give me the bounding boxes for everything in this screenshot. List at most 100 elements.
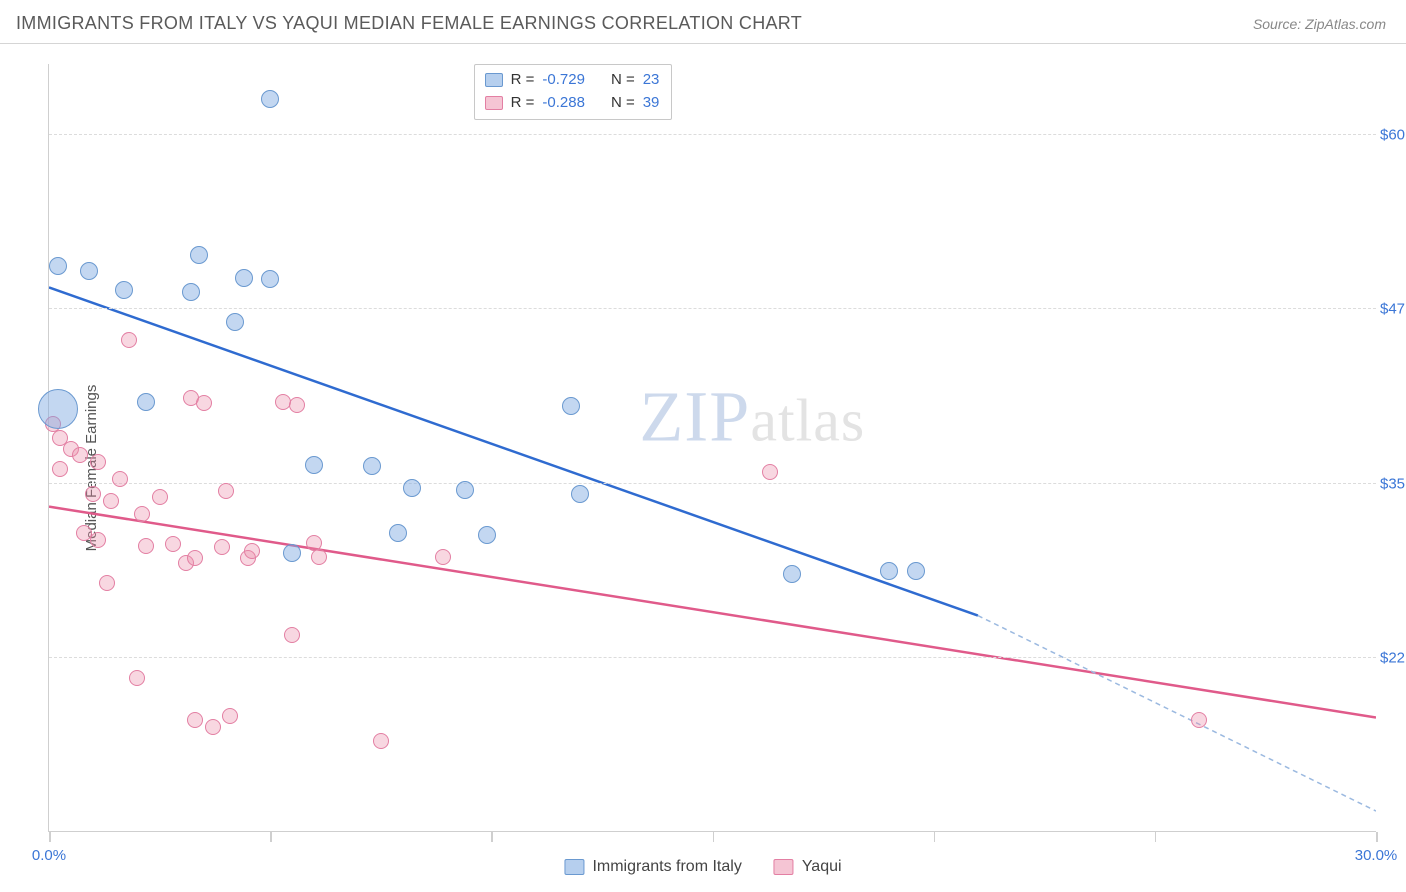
trend-lines [49, 64, 1376, 832]
data-point-blue [137, 393, 155, 411]
stats-row-blue: R = -0.729 N = 23 [485, 69, 660, 92]
data-point-blue [38, 389, 78, 429]
x-tick [1155, 832, 1157, 842]
data-point-pink [284, 627, 300, 643]
data-point-pink [222, 708, 238, 724]
swatch-pink [485, 96, 503, 110]
data-point-blue [907, 562, 925, 580]
stats-row-pink: R = -0.288 N = 39 [485, 92, 660, 115]
r-value-blue: -0.729 [542, 69, 585, 92]
legend-label-blue: Immigrants from Italy [592, 858, 741, 876]
x-tick [1376, 832, 1378, 842]
data-point-pink [121, 332, 137, 348]
data-point-blue [261, 90, 279, 108]
data-point-pink [218, 483, 234, 499]
watermark: ZIPatlas [639, 376, 865, 459]
data-point-pink [435, 549, 451, 565]
data-point-pink [762, 464, 778, 480]
data-point-pink [112, 471, 128, 487]
data-point-pink [103, 493, 119, 509]
data-point-pink [311, 549, 327, 565]
y-tick-label: $22,500 [1380, 650, 1406, 667]
x-tick [270, 832, 272, 842]
data-point-pink [90, 532, 106, 548]
data-point-pink [187, 712, 203, 728]
data-point-pink [52, 461, 68, 477]
x-tick-label: 0.0% [32, 847, 66, 864]
data-point-blue [478, 526, 496, 544]
chart-area: Median Female Earnings ZIPatlas R = -0.7… [0, 44, 1406, 892]
data-point-blue [283, 544, 301, 562]
y-tick-label: $47,500 [1380, 301, 1406, 318]
chart-title: IMMIGRANTS FROM ITALY VS YAQUI MEDIAN FE… [16, 13, 802, 34]
x-tick [49, 832, 51, 842]
data-point-pink [85, 486, 101, 502]
data-point-blue [783, 565, 801, 583]
watermark-rest: atlas [750, 388, 865, 454]
source-attribution: Source: ZipAtlas.com [1253, 16, 1386, 32]
data-point-pink [90, 454, 106, 470]
data-point-pink [214, 539, 230, 555]
x-tick [713, 832, 715, 842]
data-point-pink [244, 543, 260, 559]
data-point-blue [235, 269, 253, 287]
data-point-blue [571, 485, 589, 503]
y-tick-label: $60,000 [1380, 126, 1406, 143]
data-point-blue [456, 481, 474, 499]
swatch-blue [564, 859, 584, 875]
chart-header: IMMIGRANTS FROM ITALY VS YAQUI MEDIAN FE… [0, 0, 1406, 44]
data-point-blue [389, 524, 407, 542]
watermark-zip: ZIP [639, 377, 750, 457]
swatch-blue [485, 73, 503, 87]
data-point-blue [880, 562, 898, 580]
swatch-pink [774, 859, 794, 875]
data-point-pink [205, 719, 221, 735]
data-point-pink [187, 550, 203, 566]
data-point-blue [226, 313, 244, 331]
data-point-blue [562, 397, 580, 415]
gridline: $60,000 [49, 134, 1376, 135]
data-point-blue [190, 246, 208, 264]
gridline: $22,500 [49, 657, 1376, 658]
data-point-pink [152, 489, 168, 505]
source-name: ZipAtlas.com [1305, 16, 1386, 32]
data-point-pink [138, 538, 154, 554]
r-label: R = [511, 92, 535, 115]
legend-item-pink: Yaqui [774, 858, 842, 876]
legend-item-blue: Immigrants from Italy [564, 858, 741, 876]
y-tick-label: $35,000 [1380, 475, 1406, 492]
data-point-pink [373, 733, 389, 749]
data-point-blue [49, 257, 67, 275]
r-label: R = [511, 69, 535, 92]
data-point-blue [182, 283, 200, 301]
stats-legend: R = -0.729 N = 23 R = -0.288 N = 39 [474, 64, 673, 120]
data-point-blue [115, 281, 133, 299]
gridline: $47,500 [49, 308, 1376, 309]
data-point-pink [134, 506, 150, 522]
data-point-pink [289, 397, 305, 413]
plot-region: ZIPatlas R = -0.729 N = 23 R = -0.288 N … [48, 64, 1376, 832]
x-tick-label: 30.0% [1355, 847, 1398, 864]
data-point-blue [305, 456, 323, 474]
data-point-pink [99, 575, 115, 591]
data-point-pink [1191, 712, 1207, 728]
data-point-pink [72, 447, 88, 463]
x-tick [934, 832, 936, 842]
data-point-blue [80, 262, 98, 280]
data-point-blue [363, 457, 381, 475]
n-label: N = [611, 69, 635, 92]
data-point-blue [403, 479, 421, 497]
r-value-pink: -0.288 [542, 92, 585, 115]
source-prefix: Source: [1253, 16, 1305, 32]
data-point-pink [196, 395, 212, 411]
data-point-pink [129, 670, 145, 686]
data-point-blue [261, 270, 279, 288]
n-value-blue: 23 [643, 69, 660, 92]
n-value-pink: 39 [643, 92, 660, 115]
gridline: $35,000 [49, 483, 1376, 484]
x-tick [491, 832, 493, 842]
data-point-pink [165, 536, 181, 552]
legend-label-pink: Yaqui [802, 858, 842, 876]
legend-bottom: Immigrants from Italy Yaqui [564, 858, 841, 876]
n-label: N = [611, 92, 635, 115]
